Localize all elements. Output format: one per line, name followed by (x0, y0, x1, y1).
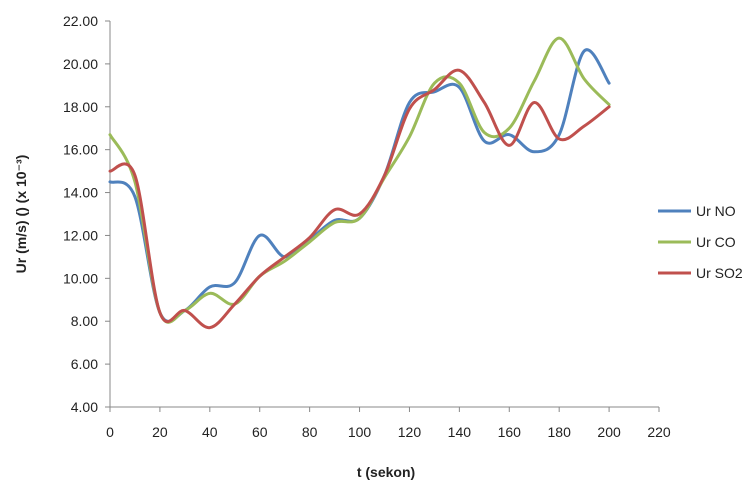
y-tick-label: 4.00 (71, 399, 98, 415)
y-tick-label: 6.00 (71, 356, 98, 372)
series-line-ur-no (108, 48, 611, 323)
y-tick-label: 12.00 (63, 227, 98, 243)
y-tick-labels: 4.00 6.00 8.00 10.00 12.00 14.00 16.00 18.00 20.… (63, 13, 110, 415)
axes (109, 21, 659, 408)
x-tick-labels: 0 20 40 60 80 100 120 140 160 180 200 220 (106, 407, 671, 440)
legend: Ur NO Ur CO Ur SO2 (658, 203, 743, 281)
x-tick-label: 200 (597, 424, 621, 440)
y-tick-label: 8.00 (71, 313, 98, 329)
x-tick-label: 120 (398, 424, 422, 440)
legend-label-ur-no: Ur NO (696, 203, 736, 219)
y-tick-label: 14.00 (63, 185, 98, 201)
series-lines (108, 36, 611, 330)
y-tick-label: 22.00 (63, 13, 98, 29)
y-tick-label: 18.00 (63, 99, 98, 115)
x-tick-label: 80 (302, 424, 318, 440)
y-tick-label: 16.00 (63, 142, 98, 158)
x-tick-label: 160 (498, 424, 522, 440)
series-line-ur-so2 (108, 68, 611, 330)
x-tick-label: 0 (106, 424, 114, 440)
series-line-ur-co (108, 36, 611, 324)
x-tick-label: 40 (202, 424, 218, 440)
y-tick-label: 20.00 (63, 56, 98, 72)
x-tick-label: 140 (448, 424, 472, 440)
x-tick-label: 100 (348, 424, 372, 440)
y-tick-label: 10.00 (63, 270, 98, 286)
x-tick-label: 180 (548, 424, 572, 440)
x-tick-label: 220 (647, 424, 671, 440)
x-axis-label: t (sekon) (357, 464, 415, 480)
x-tick-label: 60 (252, 424, 268, 440)
legend-label-ur-so2: Ur SO2 (696, 265, 743, 281)
y-axis-label: Ur (m/s) () (x 10⁻³) (13, 155, 29, 274)
x-tick-label: 20 (152, 424, 168, 440)
legend-label-ur-co: Ur CO (696, 234, 736, 250)
